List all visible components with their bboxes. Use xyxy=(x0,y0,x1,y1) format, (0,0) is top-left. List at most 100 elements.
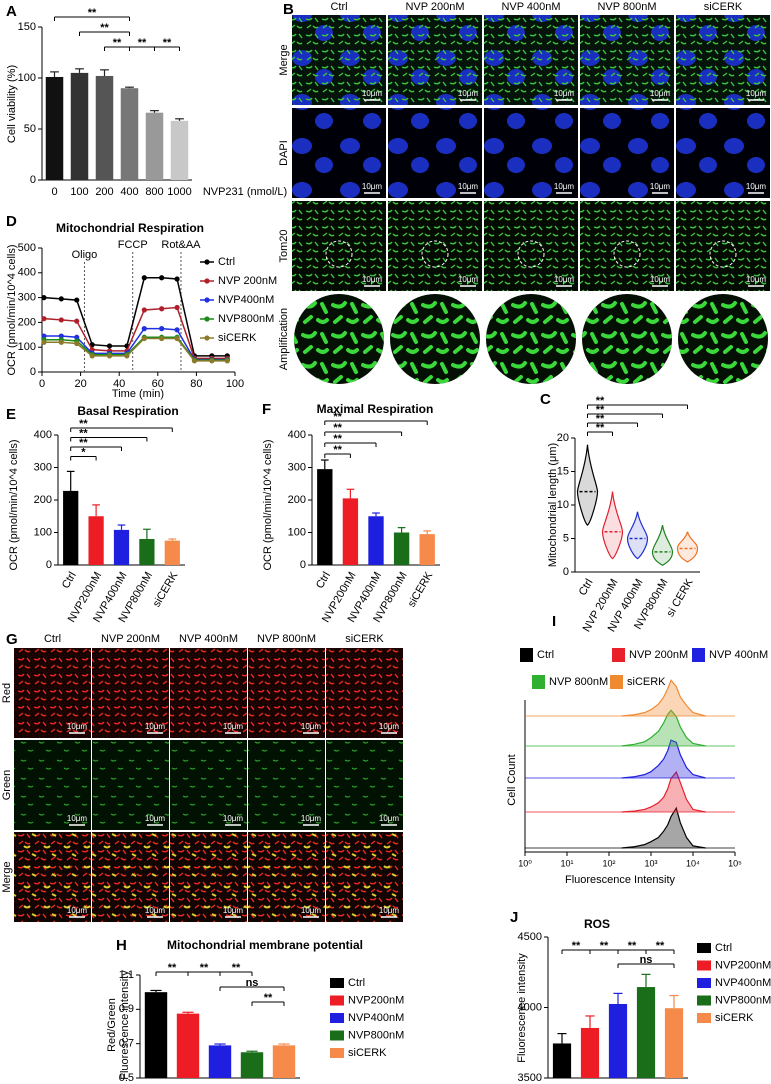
scale-bar-label: 10μm xyxy=(650,182,671,191)
legend-swatch xyxy=(692,648,705,662)
y-tick-label: 200 xyxy=(288,494,306,506)
series-marker xyxy=(174,327,180,333)
bar xyxy=(170,120,189,180)
significance-label: ** xyxy=(264,992,273,1004)
scale-bar-label: 10μm xyxy=(67,906,88,915)
significance-label: ** xyxy=(88,7,97,19)
zoom-region xyxy=(709,240,737,268)
scale-bar-label: 10μm xyxy=(379,814,400,823)
scale-bar-label: 10μm xyxy=(554,275,575,284)
bar xyxy=(113,529,130,565)
legend-label: NVP200nM xyxy=(715,959,771,971)
series-marker xyxy=(174,276,180,282)
bar xyxy=(88,516,104,565)
row-label: Red xyxy=(1,683,13,703)
series-marker xyxy=(159,306,165,312)
bar xyxy=(139,539,155,565)
zoom-region xyxy=(613,240,641,268)
y-tick-label: 500 xyxy=(18,242,36,254)
y-tick-label: 10 xyxy=(557,499,569,511)
y-tick-label: 400 xyxy=(34,429,52,441)
legend-swatch xyxy=(330,1013,344,1023)
y-tick-label: 300 xyxy=(34,461,52,473)
x-tick-label: 1000 xyxy=(167,186,191,198)
legend-label: Ctrl xyxy=(537,649,554,661)
y-axis-label: Cell viability (%) xyxy=(6,65,18,143)
column-header: Ctrl xyxy=(330,1,347,13)
scale-bar-label: 10μm xyxy=(746,182,767,191)
scale-bar-label: 10μm xyxy=(67,722,88,731)
series-marker xyxy=(224,358,230,364)
significance-label: ** xyxy=(200,962,209,974)
significance-label: ** xyxy=(138,37,147,49)
panel-letter: D xyxy=(6,213,17,230)
series-marker xyxy=(191,358,198,364)
legend-marker xyxy=(204,316,210,322)
scale-bar-label: 10μm xyxy=(223,814,244,823)
micrograph-texture xyxy=(676,15,770,105)
scale-bar-label: 10μm xyxy=(746,89,767,98)
series-marker xyxy=(74,318,80,324)
micrograph-texture xyxy=(676,108,770,198)
micrograph-texture xyxy=(676,201,770,291)
column-header: NVP 200nM xyxy=(101,633,160,645)
x-tick-label: 10⁰ xyxy=(518,858,532,868)
chart-title: Mitochondrial Respiration xyxy=(56,221,204,235)
x-tick-label: 100 xyxy=(70,186,88,198)
micrograph-texture xyxy=(292,15,386,105)
scale-bar-label: 10μm xyxy=(458,89,479,98)
y-axis-label: Mitochondrial length (μm) xyxy=(547,443,559,567)
panel-letter: I xyxy=(552,613,556,630)
series-marker xyxy=(74,334,80,340)
scale-bar-label: 10μm xyxy=(223,906,244,915)
series-marker xyxy=(141,307,147,313)
scale-bar-label: 10μm xyxy=(458,275,479,284)
series-marker xyxy=(159,326,165,332)
annotation-label: Rot&AA xyxy=(161,239,201,251)
y-tick-label: 200 xyxy=(18,316,36,328)
micrograph-zoom-texture xyxy=(390,294,480,384)
y-tick-label: 0 xyxy=(30,174,36,186)
micrograph-texture xyxy=(580,201,674,291)
significance-label: ** xyxy=(596,404,605,416)
legend-swatch xyxy=(697,960,711,971)
micrograph-texture xyxy=(248,740,325,830)
bar xyxy=(317,469,333,565)
y-tick-label: 0.7 xyxy=(119,1038,134,1050)
legend-label: NVP 200nM xyxy=(629,649,688,661)
micrograph-texture xyxy=(484,108,578,198)
x-tick-label: 60 xyxy=(152,378,164,390)
y-axis-label: Fluorescence intensity xyxy=(516,953,528,1063)
significance-label: ns xyxy=(640,954,653,966)
bar xyxy=(63,490,79,565)
scale-bar-label: 10μm xyxy=(554,89,575,98)
micrograph-texture xyxy=(388,15,482,105)
series-marker xyxy=(159,275,165,281)
micrograph-texture xyxy=(388,201,482,291)
series-marker xyxy=(174,335,180,342)
bar xyxy=(608,1003,628,1078)
annotation-label: Oligo xyxy=(72,249,98,261)
legend-label: Ctrl xyxy=(218,256,235,268)
y-tick-label: 200 xyxy=(34,494,52,506)
significance-label: ** xyxy=(333,433,342,445)
row-label: Amplification xyxy=(278,308,290,370)
x-tick-label: siCERK xyxy=(151,569,181,609)
y-tick-label: 0 xyxy=(30,366,36,378)
series-marker xyxy=(159,335,165,342)
x-tick-label: 0 xyxy=(39,378,45,390)
significance-label: ns xyxy=(246,977,259,989)
significance-label: ** xyxy=(596,395,605,407)
micrograph-texture xyxy=(14,740,91,830)
scale-bar-label: 10μm xyxy=(379,722,400,731)
y-tick-label: 0 xyxy=(563,566,569,578)
scale-bar-label: 10μm xyxy=(650,89,671,98)
legend-label: NVP400nM xyxy=(218,294,274,306)
micrograph-texture xyxy=(326,832,403,922)
y-axis-label: Red/Green xyxy=(106,998,118,1052)
y-tick-label: 4500 xyxy=(518,931,542,943)
violin xyxy=(676,531,699,563)
bar xyxy=(580,1027,600,1078)
legend-swatch xyxy=(612,648,625,662)
